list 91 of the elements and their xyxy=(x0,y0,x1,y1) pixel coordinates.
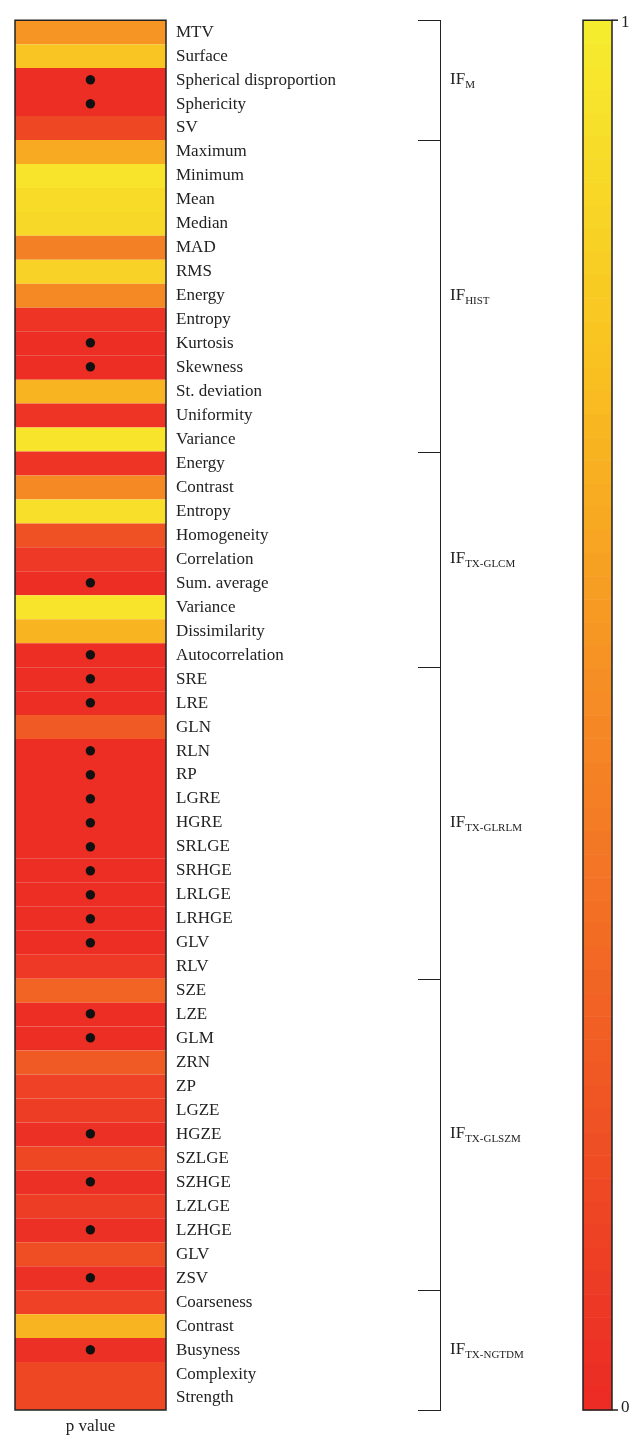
y-tick-label: Uniformity xyxy=(176,405,253,425)
data-label: ● xyxy=(83,1335,98,1361)
y-tick-label: LRLGE xyxy=(176,884,231,904)
color-bar-label: 0 xyxy=(621,1397,630,1417)
y-tick-label: SRHGE xyxy=(176,860,232,880)
y2-tick-label: IF$_{TX-GLSZM}$ xyxy=(450,1123,521,1145)
data-label: ● xyxy=(83,89,98,115)
data-label: ● xyxy=(83,1216,98,1242)
y2-tick-label: IF$_{TX-GLRLM}$ xyxy=(450,811,522,834)
data-label: ● xyxy=(83,569,98,595)
y-tick-label: MTV xyxy=(176,21,215,41)
y-tick-label: St. deviation xyxy=(176,381,263,401)
y-tick-label: Correlation xyxy=(176,548,254,568)
data-label: ● xyxy=(83,880,98,906)
data-label: ● xyxy=(83,640,98,666)
y-tick-label: Maximum xyxy=(176,141,247,161)
y-tick-label: MAD xyxy=(176,237,216,257)
y-tick-label: Energy xyxy=(176,452,226,472)
y-tick-label: ZRN xyxy=(176,1052,210,1072)
y-tick-label: LZLGE xyxy=(176,1195,230,1215)
data-label: ● xyxy=(83,1024,98,1050)
y-tick-label: LRHGE xyxy=(176,908,233,928)
y-tick-label: Variance xyxy=(176,596,236,616)
y-tick-label: LZHGE xyxy=(176,1219,232,1239)
y-tick-label: HGZE xyxy=(176,1123,222,1143)
y-tick-label: Mean xyxy=(176,189,216,209)
y2-tick-label: IF$_{TX-GLCM}$ xyxy=(450,548,516,570)
data-label: ● xyxy=(83,329,98,355)
data-label: ● xyxy=(83,832,98,858)
y-tick-label: Median xyxy=(176,213,229,233)
data-label: ● xyxy=(83,904,98,930)
y-tick-label: ZSV xyxy=(176,1267,209,1287)
y-tick-label: Entropy xyxy=(176,500,232,520)
y-tick-label: Minimum xyxy=(176,165,245,185)
y-tick-label: GLN xyxy=(176,716,211,736)
data-label: ● xyxy=(83,1120,98,1146)
y-tick-label: RMS xyxy=(176,261,212,281)
data-label: ● xyxy=(83,65,98,91)
data-label: ● xyxy=(83,928,98,954)
y-tick-label: Autocorrelation xyxy=(176,644,285,664)
y-tick-label: LZE xyxy=(176,1004,208,1024)
y-tick-label: ZP xyxy=(176,1075,196,1095)
y-tick-label: Skewness xyxy=(176,357,244,377)
y-tick-label: Homogeneity xyxy=(176,524,270,544)
y-tick-label: Energy xyxy=(176,285,226,305)
y-tick-label: Coarseness xyxy=(176,1291,253,1311)
data-label: ● xyxy=(83,1168,98,1194)
y-tick-label: Spherical disproportion xyxy=(176,69,337,89)
y-tick-label: Surface xyxy=(176,45,228,65)
y-tick-label: Contrast xyxy=(176,1315,234,1335)
data-label: ● xyxy=(83,1263,98,1289)
y-tick-label: LGZE xyxy=(176,1099,220,1119)
data-label: ● xyxy=(83,736,98,762)
data-label: ● xyxy=(83,664,98,690)
y-tick-label: GLV xyxy=(176,932,211,952)
data-label: ● xyxy=(83,856,98,882)
y-tick-label: SZHGE xyxy=(176,1171,231,1191)
y-tick-label: SZE xyxy=(176,980,207,1000)
y-tick-label: RLV xyxy=(176,956,210,976)
y-tick-label: Entropy xyxy=(176,309,232,329)
y-tick-label: SRE xyxy=(176,668,208,688)
y-tick-label: GLM xyxy=(176,1028,214,1048)
data-label: ● xyxy=(83,760,98,786)
y-tick-label: Busyness xyxy=(176,1339,241,1359)
y-tick-label: SZLGE xyxy=(176,1147,229,1167)
color-bar-label: 1 xyxy=(621,11,630,31)
y-tick-label: Sum. average xyxy=(176,572,269,592)
y-tick-label: Kurtosis xyxy=(176,333,234,353)
data-label: ● xyxy=(83,688,98,714)
y-tick-label: HGRE xyxy=(176,812,223,832)
y-tick-label: Complexity xyxy=(176,1363,257,1383)
data-label: ● xyxy=(83,784,98,810)
data-label: ● xyxy=(83,1000,98,1026)
y-tick-label: RLN xyxy=(176,740,210,760)
y-tick-label: SRLGE xyxy=(176,836,230,856)
y2-tick-label: IF$_{HIST}$ xyxy=(450,284,490,307)
y-tick-label: LGRE xyxy=(176,788,221,808)
y-tick-label: Sphericity xyxy=(176,93,247,113)
y-tick-label: RP xyxy=(176,764,197,784)
y-tick-label: Dissimilarity xyxy=(176,620,266,640)
data-label: ● xyxy=(83,353,98,379)
y-tick-label: GLV xyxy=(176,1243,211,1263)
y-tick-label: Variance xyxy=(176,429,236,448)
x-axis-title: p value xyxy=(65,1415,116,1435)
y-tick-label: LRE xyxy=(176,692,209,712)
y2-tick-label: IF$_{M}$ xyxy=(450,69,475,91)
y2-tick-label: IF$_{TX-NGTDM}$ xyxy=(450,1339,524,1361)
data-label: ● xyxy=(83,808,98,834)
y-tick-label: Contrast xyxy=(176,476,234,496)
y-tick-label: SV xyxy=(176,117,199,137)
y-tick-label: Strength xyxy=(176,1387,235,1407)
